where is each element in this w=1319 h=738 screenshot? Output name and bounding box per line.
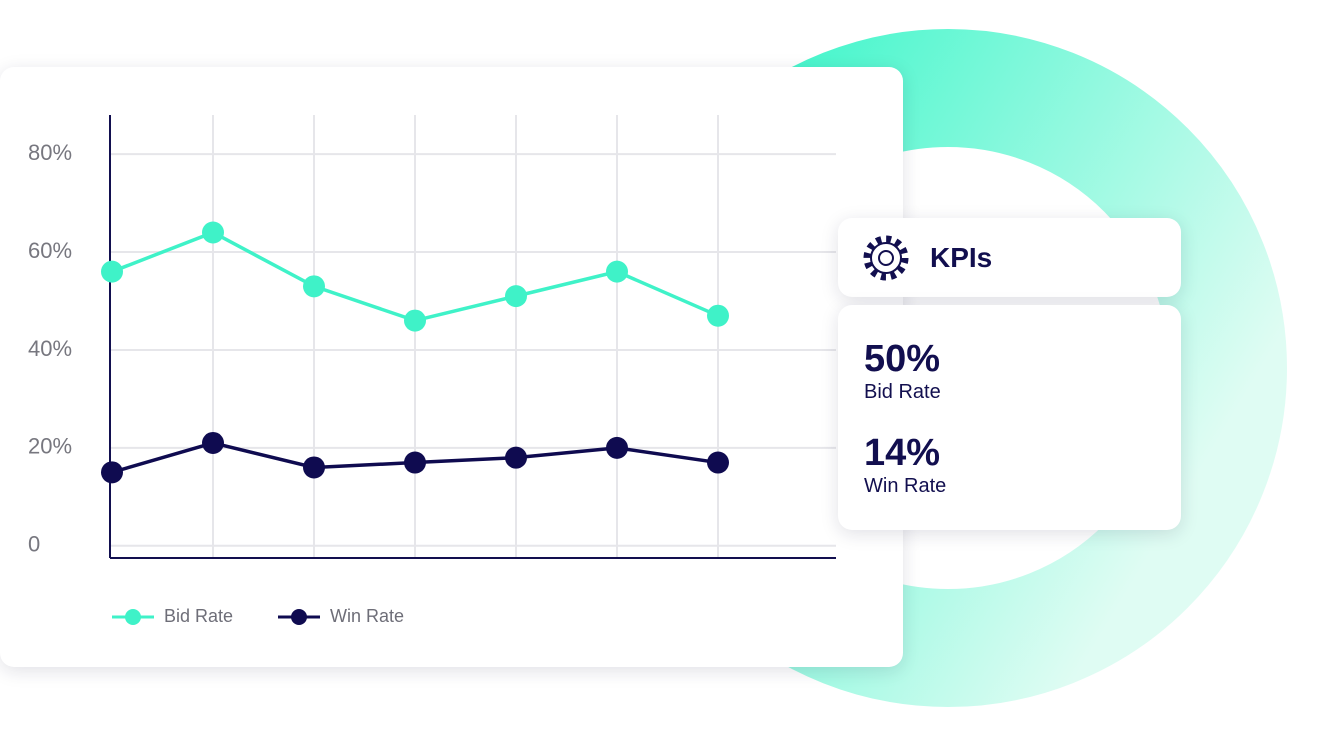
kpi-label: Bid Rate <box>864 381 941 403</box>
data-point <box>404 451 426 474</box>
kpi-header: KPIs <box>838 218 1181 297</box>
legend-label: Bid Rate <box>164 606 233 626</box>
data-point <box>202 221 224 244</box>
y-tick-label: 0 <box>28 532 40 557</box>
gear-icon <box>863 235 909 280</box>
y-tick-label: 80% <box>28 140 72 165</box>
legend-marker <box>125 609 141 625</box>
legend-label: Win Rate <box>330 606 404 626</box>
data-point <box>707 451 729 474</box>
data-point <box>505 285 527 308</box>
chart-card: 0 20% 40% 60% 80% Bid Rate Win Rate <box>0 67 903 667</box>
data-point <box>404 309 426 332</box>
kpi-title: KPIs <box>930 241 993 273</box>
kpi-body: 50% Bid Rate 14% Win Rate <box>838 305 1181 530</box>
data-point <box>202 431 224 454</box>
data-point <box>303 275 325 298</box>
kpi-value: 50% <box>864 338 941 380</box>
data-point <box>606 260 628 283</box>
kpi-label: Win Rate <box>864 475 947 497</box>
y-tick-label: 20% <box>28 434 72 459</box>
y-tick-label: 40% <box>28 336 72 361</box>
chart: 0 20% 40% 60% 80% Bid Rate Win Rate <box>28 115 836 626</box>
data-point <box>707 304 729 327</box>
data-point <box>101 461 123 484</box>
data-point <box>505 446 527 469</box>
data-point <box>606 436 628 459</box>
kpi-item: 50% Bid Rate <box>864 339 941 405</box>
data-point <box>101 260 123 283</box>
y-tick-label: 60% <box>28 238 72 263</box>
kpi-value: 14% <box>864 432 941 474</box>
legend-marker <box>291 609 307 625</box>
data-point <box>303 456 325 479</box>
kpi-item: 14% Win Rate <box>864 433 946 499</box>
